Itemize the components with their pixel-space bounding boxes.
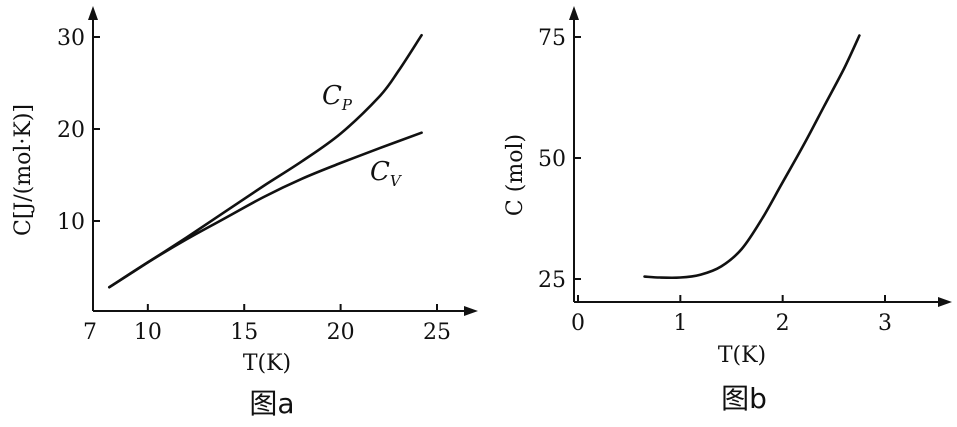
x-axis-arrow-b xyxy=(938,297,952,307)
y-axis-title-b: C (mol) xyxy=(503,134,528,216)
chart-a-axes xyxy=(88,6,478,316)
y-axis-title-a: C[J/(mol·K)] xyxy=(11,104,36,236)
y-tick-label: 75 xyxy=(538,26,566,51)
chart-b-ticks: 0 1 2 3 25 50 75 xyxy=(538,26,892,336)
x-tick-label: 1 xyxy=(673,311,687,336)
y-tick-label: 50 xyxy=(538,147,566,172)
x-tick-label: 0 xyxy=(571,311,585,336)
x-axis-arrow-a xyxy=(464,306,478,316)
chart-a-ticks: 7 10 15 20 25 10 20 30 xyxy=(57,26,451,345)
chart-b-axes xyxy=(569,6,952,307)
y-tick-label: 20 xyxy=(57,118,85,143)
y-axis-arrow-a xyxy=(88,6,98,20)
x-axis-title-a: T(K) xyxy=(243,351,291,376)
y-tick-label: 10 xyxy=(57,210,85,235)
x-tick-label: 7 xyxy=(83,320,97,345)
x-tick-label: 15 xyxy=(230,320,258,345)
x-axis-title-b: T(K) xyxy=(718,343,766,368)
x-tick-label: 3 xyxy=(878,311,892,336)
series-line-cv xyxy=(108,131,423,289)
series-label-cp: CP xyxy=(322,81,353,114)
y-tick-label: 25 xyxy=(538,268,566,293)
x-tick-label: 2 xyxy=(776,311,790,336)
y-axis-arrow-b xyxy=(569,6,579,20)
chart-b-series xyxy=(643,34,861,280)
x-tick-label: 20 xyxy=(327,320,355,345)
caption-b: 图b xyxy=(721,382,767,415)
chart-a-series xyxy=(108,33,423,289)
series-line-b-0 xyxy=(643,34,861,280)
y-tick-label: 30 xyxy=(57,26,85,51)
x-tick-label: 25 xyxy=(423,320,451,345)
caption-a: 图a xyxy=(249,387,294,420)
x-tick-label: 10 xyxy=(134,320,162,345)
chart-panel-b: 0 1 2 3 25 50 75 C (mol) T(K) 图b xyxy=(503,6,952,415)
series-label-cv: CV xyxy=(370,157,403,190)
